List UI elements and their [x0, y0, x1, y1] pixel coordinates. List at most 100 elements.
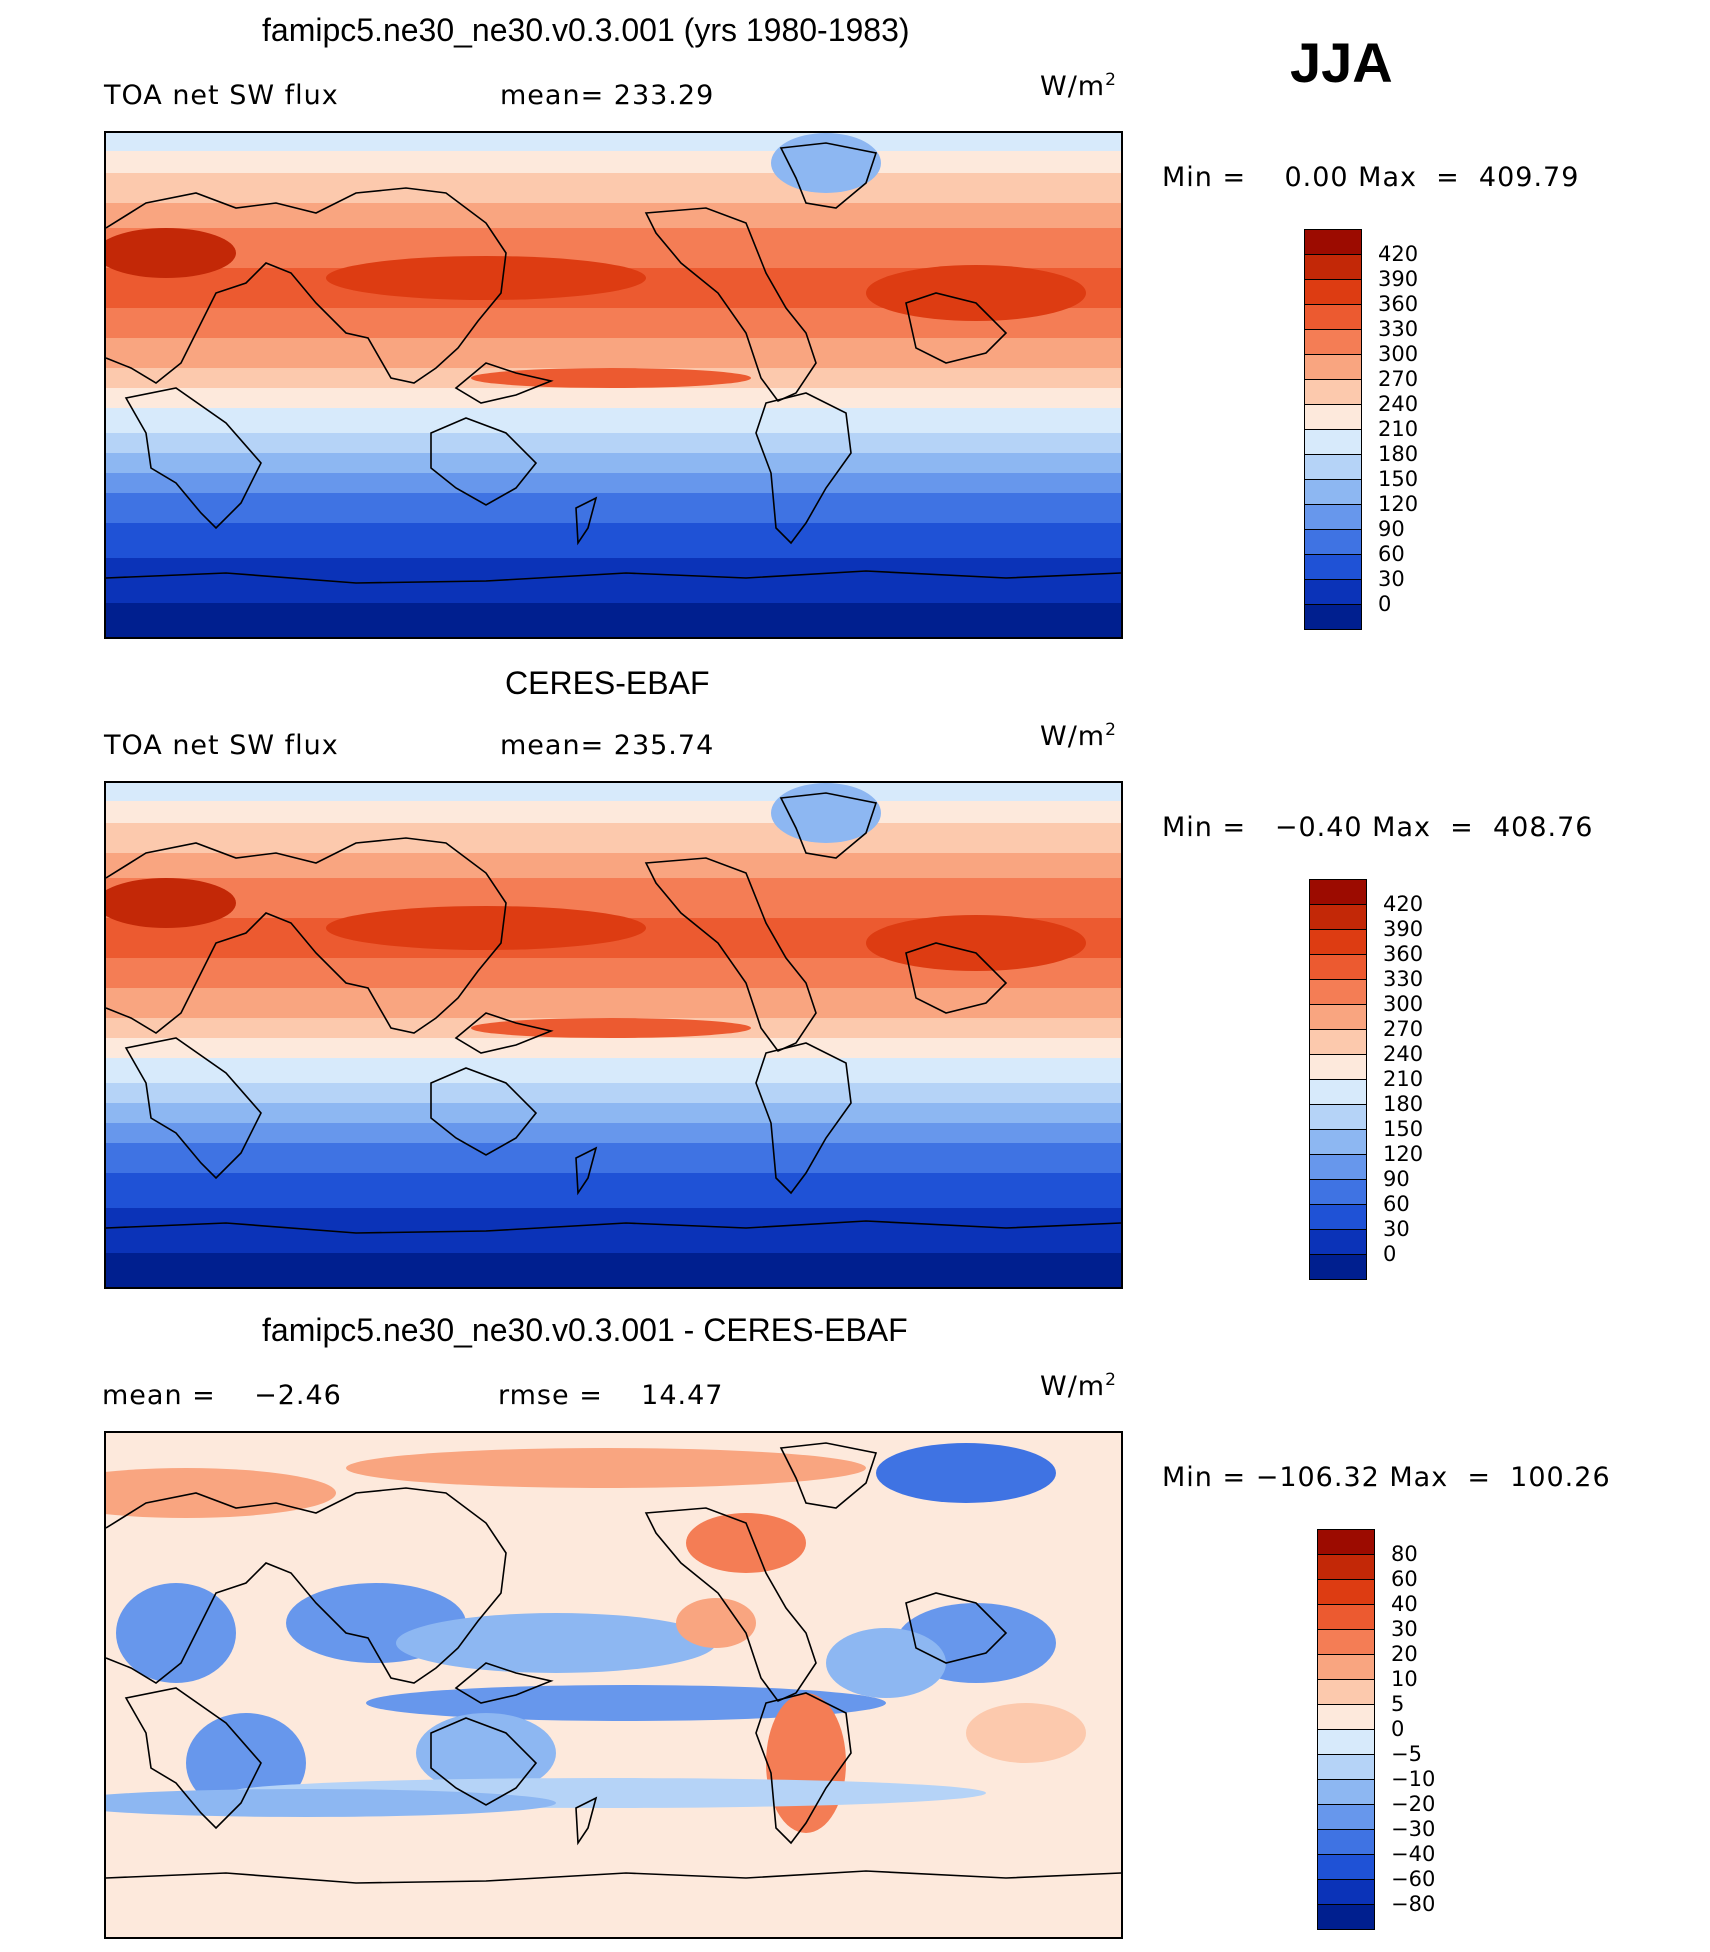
panel-title: CERES-EBAF [505, 665, 710, 701]
map-diff [104, 1431, 1123, 1939]
panel-minmax: Min = 0.00 Max = 409.79 [1162, 162, 1580, 193]
colorbar-swatch [1304, 229, 1362, 255]
map-fill-blob [676, 1598, 756, 1648]
panel-unit: W/m2 [1040, 70, 1117, 102]
map-diff-canvas [106, 1433, 1121, 1937]
colorbar-tick-label: −10 [1391, 1767, 1436, 1791]
colorbar-swatch [1304, 554, 1362, 580]
coastline [106, 1870, 1121, 1884]
unit-base: W/m [1040, 71, 1106, 102]
map-fill-blob [106, 1789, 556, 1817]
coastline [454, 1012, 554, 1054]
unit-exponent: 2 [1105, 1370, 1117, 1390]
colorbar-swatch [1304, 479, 1362, 505]
map-fill-blob [416, 1713, 556, 1793]
map-fill-band [106, 1253, 1121, 1287]
coastline [644, 857, 817, 1052]
colorbar-swatch [1304, 454, 1362, 480]
coastline [430, 1717, 538, 1806]
colorbar-tick-label: 150 [1383, 1117, 1424, 1141]
map-fill-blob [471, 1018, 751, 1038]
colorbar-swatch [1309, 1154, 1367, 1180]
map-fill-band [106, 473, 1121, 493]
map-fill-blob [326, 906, 646, 950]
colorbar-tick-label: −80 [1391, 1892, 1436, 1916]
panel-title: famipc5.ne30_ne30.v0.3.001 - CERES-EBAF [262, 1312, 908, 1348]
colorbar-swatch [1317, 1904, 1375, 1930]
colorbar-tick-label: 0 [1383, 1242, 1397, 1266]
map-fill-blob [766, 1693, 846, 1833]
colorbar-swatch [1309, 1054, 1367, 1080]
colorbar-tick-label: 270 [1378, 367, 1419, 391]
colorbar-tick-label: 360 [1378, 292, 1419, 316]
map-fill-blob [686, 1513, 806, 1573]
colorbar-tick-label: 30 [1391, 1617, 1418, 1641]
colorbar-tick-label: −20 [1391, 1792, 1436, 1816]
colorbar-tick-label: −5 [1391, 1742, 1422, 1766]
unit-base: W/m [1040, 1371, 1106, 1402]
colorbar-tick-label: 390 [1383, 917, 1424, 941]
map-fill-band [106, 388, 1121, 408]
colorbar-swatch [1317, 1704, 1375, 1730]
colorbar-swatch [1304, 404, 1362, 430]
coastline [779, 1442, 878, 1509]
colorbar-tick-label: 330 [1383, 967, 1424, 991]
map-fill-blob [346, 1448, 866, 1488]
colorbar-swatch [1309, 1029, 1367, 1055]
map-fill-band [106, 1038, 1121, 1058]
coastline [905, 292, 1008, 364]
colorbar-swatch [1317, 1604, 1375, 1630]
colorbar-tick-label: 330 [1378, 317, 1419, 341]
colorbar-tick-label: 90 [1378, 517, 1405, 541]
map-fill-blob [866, 265, 1086, 321]
colorbar-tick-label: 180 [1378, 442, 1419, 466]
map-fill-band [106, 1208, 1121, 1253]
colorbar-swatch [1304, 429, 1362, 455]
map-fill-band [106, 523, 1121, 558]
colorbar-tick-label: 240 [1383, 1042, 1424, 1066]
colorbar-swatch [1317, 1679, 1375, 1705]
map-fill-band [106, 493, 1121, 523]
map-fill-blob [876, 1443, 1056, 1503]
panel-title: famipc5.ne30_ne30.v0.3.001 (yrs 1980-198… [262, 12, 910, 48]
panel-mean-label: mean= 233.29 [500, 80, 715, 111]
colorbar-tick-label: 270 [1383, 1017, 1424, 1041]
map-fill-band [106, 1123, 1121, 1143]
colorbar-tick-label: 210 [1378, 417, 1419, 441]
colorbar-tick-label: 60 [1378, 542, 1405, 566]
colorbar-swatch [1304, 379, 1362, 405]
coastline [575, 496, 598, 546]
colorbar-swatch [1317, 1829, 1375, 1855]
map-fill-band [106, 203, 1121, 228]
unit-exponent: 2 [1105, 70, 1117, 90]
colorbar-swatch [1309, 1254, 1367, 1280]
map-model [104, 131, 1123, 639]
colorbar-swatch [1317, 1579, 1375, 1605]
map-model-canvas [106, 133, 1121, 637]
map-fill-band [106, 453, 1121, 473]
unit-base: W/m [1040, 721, 1106, 752]
colorbar-tick-label: 120 [1383, 1142, 1424, 1166]
map-fill-blob [366, 1685, 886, 1721]
coastline [106, 570, 1121, 584]
map-fill-blob [106, 228, 236, 278]
panel-rmse-label: rmse = 14.47 [498, 1380, 724, 1411]
colorbar-swatch [1304, 529, 1362, 555]
panel-minmax: Min = −0.40 Max = 408.76 [1162, 812, 1594, 843]
colorbar-swatch [1309, 879, 1367, 905]
coastline [106, 187, 507, 384]
colorbar-swatch [1304, 504, 1362, 530]
colorbar-tick-label: 5 [1391, 1692, 1405, 1716]
colorbar-swatch [1304, 279, 1362, 305]
colorbar-swatch [1317, 1729, 1375, 1755]
colorbar-tick-label: −60 [1391, 1867, 1436, 1891]
coastline [575, 1796, 598, 1846]
colorbar-tick-label: 60 [1391, 1567, 1418, 1591]
map-fill-band [106, 151, 1121, 173]
colorbar-tick-label: 150 [1378, 467, 1419, 491]
colorbar-swatch [1304, 354, 1362, 380]
panel-variable-label: TOA net SW flux [104, 730, 339, 761]
colorbar-swatch [1317, 1654, 1375, 1680]
colorbar-tick-label: 420 [1383, 892, 1424, 916]
colorbar-tick-label: 30 [1378, 567, 1405, 591]
